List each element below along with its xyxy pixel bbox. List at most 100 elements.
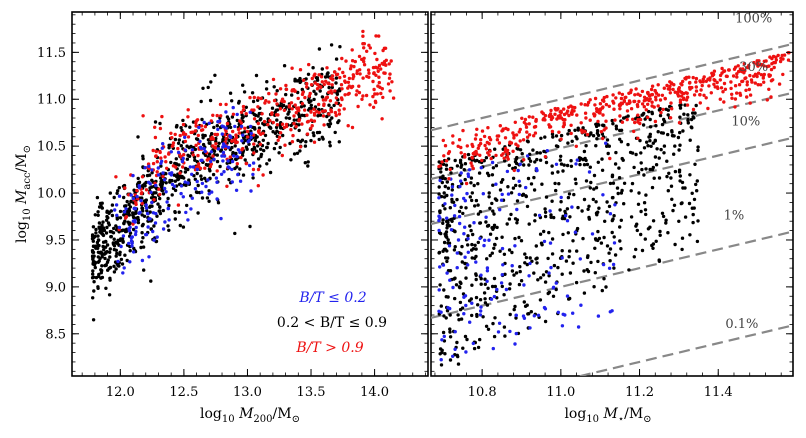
data-point: [328, 144, 332, 148]
data-point: [471, 151, 475, 156]
data-point: [102, 228, 107, 233]
data-point: [350, 125, 355, 130]
data-point: [169, 179, 173, 183]
data-point: [542, 229, 546, 234]
data-point: [235, 162, 239, 166]
data-point: [111, 242, 116, 246]
data-point: [121, 271, 125, 275]
data-point: [585, 132, 590, 137]
data-point: [98, 201, 103, 206]
data-point: [607, 251, 611, 255]
data-point: [573, 177, 578, 181]
data-point: [619, 96, 624, 101]
data-point: [542, 239, 547, 244]
data-point: [630, 181, 635, 186]
data-point: [445, 216, 449, 220]
data-point: [216, 201, 221, 205]
data-point: [457, 214, 462, 219]
data-point: [466, 174, 471, 179]
data-point: [361, 94, 365, 98]
data-point: [489, 297, 494, 301]
data-point: [265, 145, 269, 150]
data-point: [362, 62, 367, 67]
data-point: [596, 314, 601, 318]
data-point: [458, 184, 462, 189]
data-point: [140, 231, 144, 235]
y-tick-label: 9.0: [45, 280, 66, 295]
data-point: [361, 34, 365, 38]
data-point: [152, 191, 156, 195]
data-point: [455, 266, 459, 270]
data-point: [215, 113, 219, 118]
data-point: [701, 80, 705, 84]
data-point: [679, 201, 683, 206]
data-point: [453, 158, 457, 163]
data-point: [221, 150, 226, 155]
data-point: [161, 142, 165, 146]
legend-entry-disk: B/T ≤ 0.2: [298, 290, 366, 306]
data-point: [307, 62, 311, 67]
data-point: [688, 138, 692, 142]
data-point: [571, 261, 575, 265]
data-point: [547, 271, 551, 275]
data-point: [709, 91, 713, 95]
data-point: [776, 53, 780, 58]
data-point: [179, 184, 184, 188]
data-point: [756, 83, 760, 87]
data-point: [524, 125, 529, 129]
data-point: [350, 59, 355, 63]
data-point: [299, 105, 304, 109]
data-point: [114, 203, 119, 207]
data-point: [582, 269, 586, 273]
data-point: [669, 82, 674, 86]
data-point: [234, 157, 238, 162]
data-point: [209, 150, 214, 154]
data-point: [613, 203, 617, 207]
data-point: [372, 87, 376, 92]
data-point: [459, 171, 463, 175]
data-point: [127, 241, 131, 246]
data-point: [186, 167, 190, 172]
data-point: [457, 285, 462, 289]
data-point: [380, 117, 384, 121]
data-point: [221, 137, 225, 142]
data-point: [183, 170, 188, 174]
data-point: [522, 300, 526, 304]
legend-entry-intermediate: 0.2 < B/T ≤ 0.9: [277, 315, 387, 331]
data-point: [311, 131, 315, 135]
data-point: [720, 66, 724, 71]
data-point: [723, 87, 728, 92]
data-point: [108, 250, 112, 254]
left-x-axis-title: log10 M200/M⊙: [200, 406, 300, 425]
data-point: [175, 123, 179, 128]
data-point: [492, 334, 497, 339]
data-point: [511, 186, 516, 190]
data-point: [281, 103, 286, 108]
data-point: [124, 207, 128, 211]
data-point: [693, 162, 697, 166]
data-point: [479, 277, 483, 281]
data-point: [569, 123, 573, 128]
data-point: [129, 199, 133, 203]
data-point: [306, 72, 311, 77]
data-point: [713, 85, 717, 89]
data-point: [570, 205, 574, 209]
data-point: [250, 91, 255, 95]
data-point: [178, 171, 182, 175]
data-point: [569, 131, 573, 136]
data-point: [91, 239, 96, 243]
data-point: [671, 87, 675, 92]
data-point: [636, 104, 640, 109]
data-point: [638, 117, 643, 122]
data-point: [317, 84, 321, 89]
data-point: [446, 295, 450, 299]
data-point: [591, 134, 596, 138]
data-point: [565, 207, 570, 211]
data-point: [610, 218, 614, 223]
data-point: [691, 212, 695, 217]
data-point: [112, 237, 116, 241]
data-point: [533, 131, 538, 135]
data-point: [497, 321, 502, 325]
data-point: [388, 72, 392, 76]
data-point: [750, 80, 754, 84]
